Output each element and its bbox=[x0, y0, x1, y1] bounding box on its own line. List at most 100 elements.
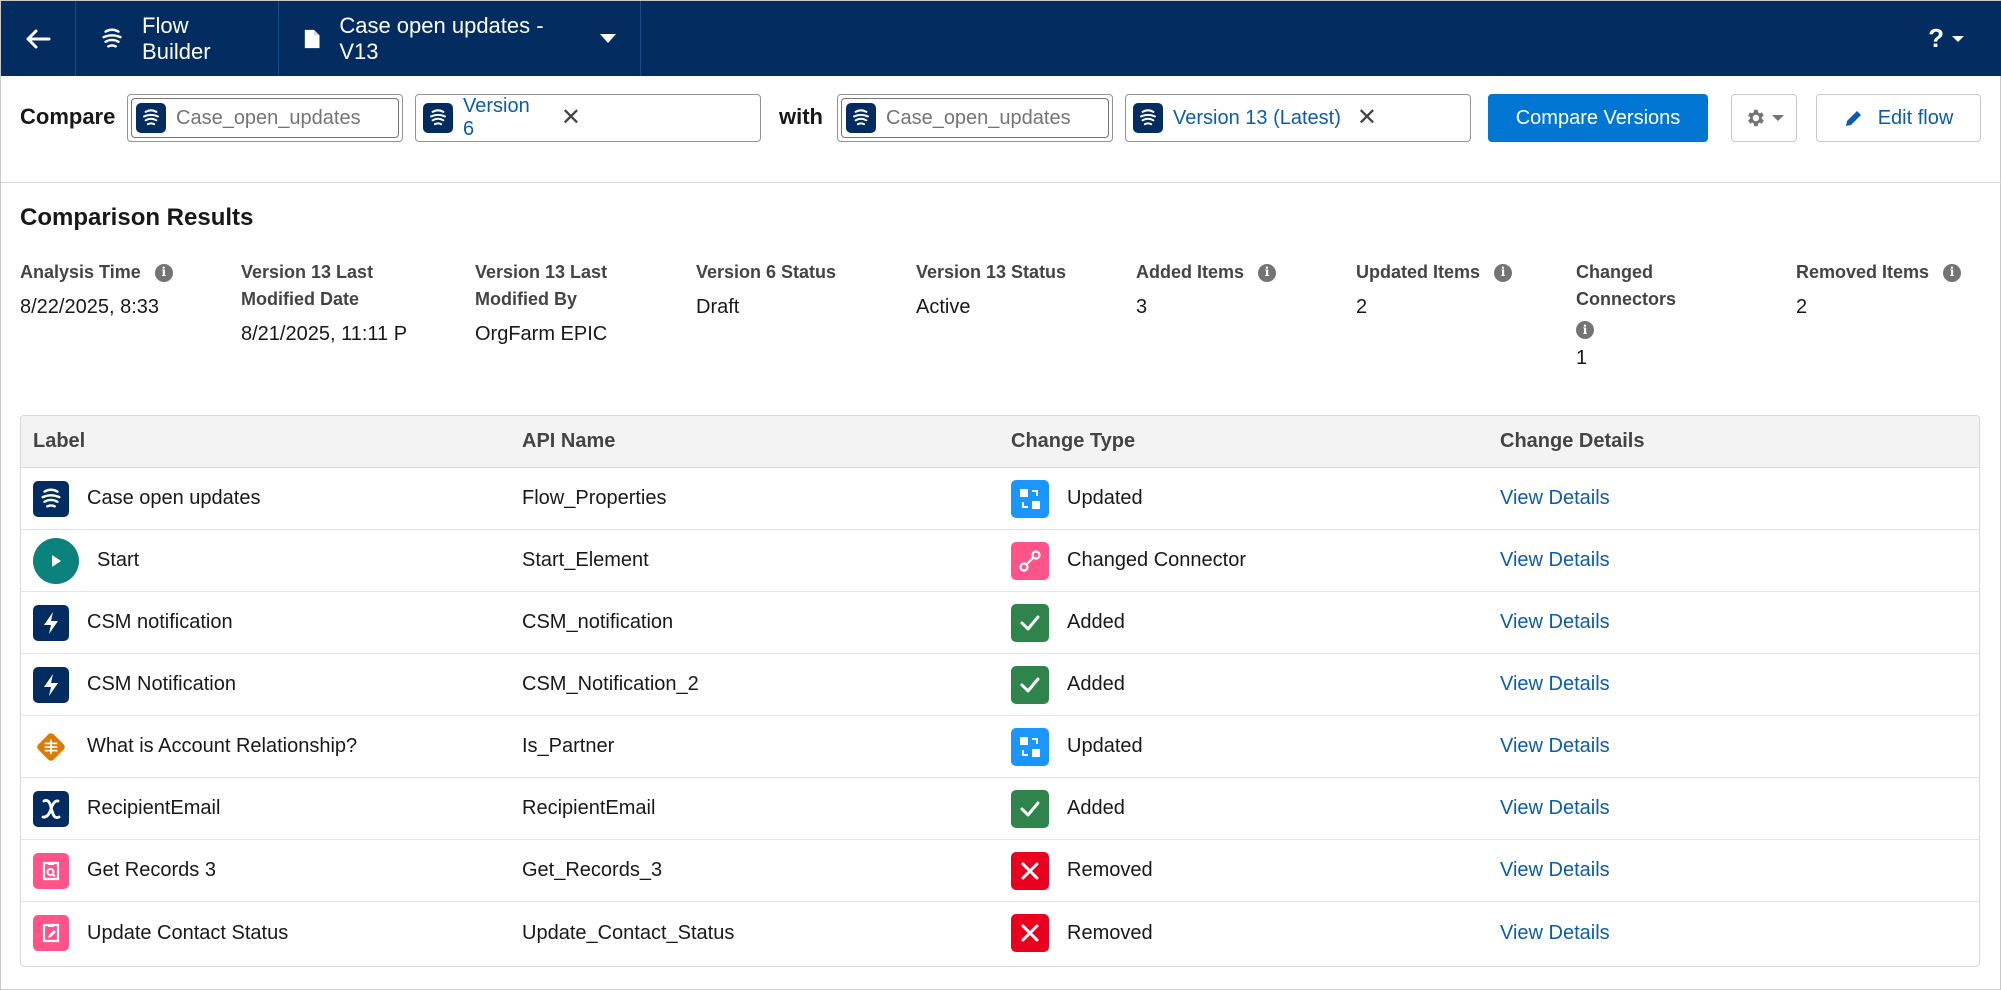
row-change-type: Added bbox=[1067, 611, 1125, 633]
right-flow-placeholder: Case_open_updates bbox=[886, 106, 1071, 129]
close-icon[interactable]: ✕ bbox=[560, 104, 581, 131]
table-row: CSM notification CSM_notification Added … bbox=[21, 592, 1979, 654]
flow-icon bbox=[102, 28, 122, 48]
info-icon[interactable]: i bbox=[1258, 263, 1277, 282]
action-bolt-icon bbox=[33, 604, 69, 641]
decision-icon bbox=[33, 729, 69, 765]
row-change-type: Removed bbox=[1067, 859, 1153, 881]
info-icon[interactable]: i bbox=[1576, 321, 1594, 339]
flow-selector[interactable]: Case open updates - V13 bbox=[279, 1, 641, 76]
stat-changed-connectors: Changed Connectors i 1 bbox=[1576, 262, 1677, 369]
row-api-name: Is_Partner bbox=[522, 735, 615, 757]
help-menu[interactable]: ? bbox=[1928, 1, 2001, 76]
row-api-name: Update_Contact_Status bbox=[522, 921, 735, 944]
table-row: What is Account Relationship? Is_Partner… bbox=[21, 716, 1979, 778]
document-icon bbox=[304, 29, 320, 48]
stat-version13-status: Version 13 Status Active bbox=[916, 262, 1067, 318]
view-details-link[interactable]: View Details bbox=[1500, 549, 1610, 571]
right-flow-combobox[interactable]: Case_open_updates bbox=[837, 94, 1113, 142]
chevron-down-icon bbox=[1952, 35, 1964, 42]
info-icon[interactable]: i bbox=[1494, 263, 1513, 282]
row-label: Update Contact Status bbox=[87, 921, 289, 944]
comparison-table: Label API Name Change Type Change Detail… bbox=[20, 415, 1980, 967]
row-label: What is Account Relationship? bbox=[87, 735, 358, 757]
row-change-type: Removed bbox=[1067, 921, 1153, 944]
view-details-link[interactable]: View Details bbox=[1500, 797, 1610, 819]
stat-added-items: Added Items i 3 bbox=[1136, 259, 1336, 319]
right-version-pill[interactable]: Version 13 (Latest) ✕ bbox=[1129, 98, 1387, 138]
left-flow-placeholder: Case_open_updates bbox=[176, 106, 361, 129]
view-details-link[interactable]: View Details bbox=[1500, 611, 1610, 633]
close-icon[interactable]: ✕ bbox=[1356, 104, 1377, 131]
row-api-name: CSM_notification bbox=[522, 611, 674, 633]
update-records-icon bbox=[33, 915, 69, 951]
settings-menu-button[interactable] bbox=[1731, 94, 1797, 142]
info-icon[interactable]: i bbox=[154, 263, 173, 282]
table-row: Update Contact Status Update_Contact_Sta… bbox=[21, 902, 1979, 964]
left-flow-field[interactable]: Case_open_updates bbox=[131, 98, 399, 138]
stat-removed-items: Removed Items i 2 bbox=[1796, 259, 1996, 319]
flow-icon bbox=[33, 480, 69, 517]
view-details-link[interactable]: View Details bbox=[1500, 921, 1610, 944]
top-navigation-bar: Flow Builder Case open updates - V13 ? bbox=[1, 1, 2001, 76]
check-icon bbox=[1011, 789, 1049, 828]
edit-flow-button[interactable]: Edit flow bbox=[1816, 94, 1981, 142]
pencil-icon bbox=[1845, 111, 1861, 126]
compare-label: Compare bbox=[20, 104, 116, 129]
view-details-link[interactable]: View Details bbox=[1500, 487, 1610, 509]
arrow-left-icon bbox=[26, 29, 51, 48]
action-bolt-icon bbox=[33, 666, 69, 703]
table-header: Label API Name Change Type Change Detail… bbox=[21, 416, 1979, 468]
stat-updated-items: Updated Items i 2 bbox=[1356, 259, 1556, 319]
row-api-name: RecipientEmail bbox=[522, 797, 656, 819]
start-play-icon bbox=[33, 537, 79, 584]
column-header-label[interactable]: Label bbox=[33, 430, 86, 452]
column-header-api-name[interactable]: API Name bbox=[522, 430, 616, 452]
left-flow-combobox[interactable]: Case_open_updates bbox=[127, 94, 403, 142]
flow-title: Case open updates - V13 bbox=[339, 12, 544, 64]
left-version-pill[interactable]: Version 6 ✕ bbox=[419, 95, 589, 140]
gear-icon bbox=[1748, 109, 1764, 127]
row-change-type: Changed Connector bbox=[1067, 549, 1247, 571]
row-label: RecipientEmail bbox=[87, 797, 221, 819]
row-api-name: Start_Element bbox=[522, 549, 649, 571]
connector-icon bbox=[1011, 541, 1049, 580]
get-records-icon bbox=[33, 852, 69, 889]
flow-builder-app[interactable]: Flow Builder bbox=[76, 1, 279, 76]
left-version-label: Version 6 bbox=[463, 95, 530, 140]
flow-icon bbox=[846, 103, 876, 133]
row-api-name: CSM_Notification_2 bbox=[522, 673, 699, 695]
back-button[interactable] bbox=[1, 1, 76, 76]
check-icon bbox=[1011, 665, 1049, 704]
help-icon: ? bbox=[1928, 23, 1944, 53]
column-header-change-details[interactable]: Change Details bbox=[1500, 430, 1645, 452]
row-label: CSM notification bbox=[87, 611, 233, 633]
view-details-link[interactable]: View Details bbox=[1500, 673, 1610, 695]
compare-toolbar: Compare Case_open_updates Version 6 ✕ wi… bbox=[1, 76, 2001, 183]
flow-icon bbox=[136, 103, 166, 133]
row-api-name: Get_Records_3 bbox=[522, 859, 663, 881]
left-version-combobox[interactable]: Version 6 ✕ bbox=[415, 94, 761, 142]
row-label: Start bbox=[97, 549, 140, 571]
updated-icon bbox=[1011, 727, 1049, 766]
removed-x-icon bbox=[1011, 851, 1049, 890]
right-flow-field[interactable]: Case_open_updates bbox=[841, 98, 1109, 138]
column-header-change-type[interactable]: Change Type bbox=[1011, 430, 1136, 452]
stat-analysis-time: Analysis Time i 8/22/2025, 8:33 bbox=[20, 259, 185, 319]
row-change-type: Added bbox=[1067, 797, 1125, 819]
info-icon[interactable]: i bbox=[1943, 263, 1962, 282]
with-label: with bbox=[779, 104, 823, 129]
stat-last-modified-date: Version 13 Last Modified Date 8/21/2025,… bbox=[241, 262, 408, 345]
comparison-results-title: Comparison Results bbox=[20, 204, 254, 231]
row-change-type: Updated bbox=[1067, 487, 1143, 509]
app-title: Flow Builder bbox=[142, 12, 211, 64]
right-version-combobox[interactable]: Version 13 (Latest) ✕ bbox=[1125, 94, 1471, 142]
row-api-name: Flow_Properties bbox=[522, 487, 667, 509]
row-label: Case open updates bbox=[87, 487, 261, 509]
view-details-link[interactable]: View Details bbox=[1500, 735, 1610, 757]
right-version-label: Version 13 (Latest) bbox=[1173, 106, 1341, 129]
flow-icon bbox=[1133, 103, 1163, 133]
chevron-down-icon bbox=[1772, 115, 1784, 121]
compare-versions-button[interactable]: Compare Versions bbox=[1488, 94, 1708, 142]
view-details-link[interactable]: View Details bbox=[1500, 859, 1610, 881]
